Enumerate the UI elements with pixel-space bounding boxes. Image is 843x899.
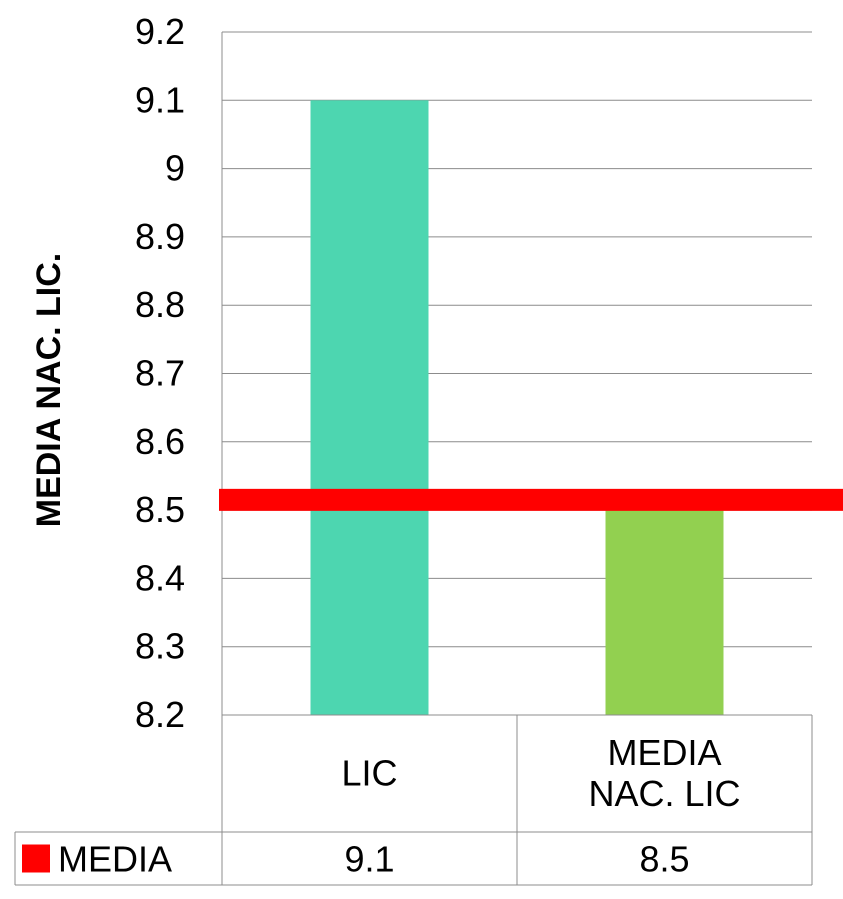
x-category-label: LIC — [341, 753, 397, 794]
bar — [605, 510, 724, 715]
y-tick-label: 8.5 — [135, 489, 185, 530]
reference-line — [219, 488, 843, 511]
y-tick-labels: 8.2 8.3 8.4 8.5 8.6 8.7 8.8 8.9 9 9.1 9.2 — [135, 11, 185, 735]
legend-marker — [22, 844, 50, 873]
y-tick-label: 9.2 — [135, 11, 185, 52]
y-tick-label: 8.8 — [135, 284, 185, 325]
data-table: LIC MEDIA NAC. LIC MEDIA 9.1 8.5 — [14, 715, 813, 886]
x-category-label: MEDIA NAC. LIC — [588, 732, 740, 814]
y-tick-label: 8.4 — [135, 557, 185, 598]
legend-label: MEDIA — [58, 839, 172, 880]
reference-line-layer — [219, 488, 843, 511]
y-tick-label: 8.7 — [135, 353, 185, 394]
bar — [310, 100, 429, 716]
y-tick-label: 8.3 — [135, 626, 185, 667]
y-axis-label: MEDIA NAC. LIC. — [30, 253, 68, 528]
y-tick-label: 8.9 — [135, 216, 185, 257]
table-value: 9.1 — [344, 839, 394, 880]
y-tick-label: 9.1 — [135, 79, 185, 120]
table-value: 8.5 — [639, 839, 689, 880]
y-tick-label: 8.6 — [135, 421, 185, 462]
y-tick-label: 8.2 — [135, 694, 185, 735]
bars — [310, 100, 724, 716]
y-tick-label: 9 — [165, 148, 185, 189]
